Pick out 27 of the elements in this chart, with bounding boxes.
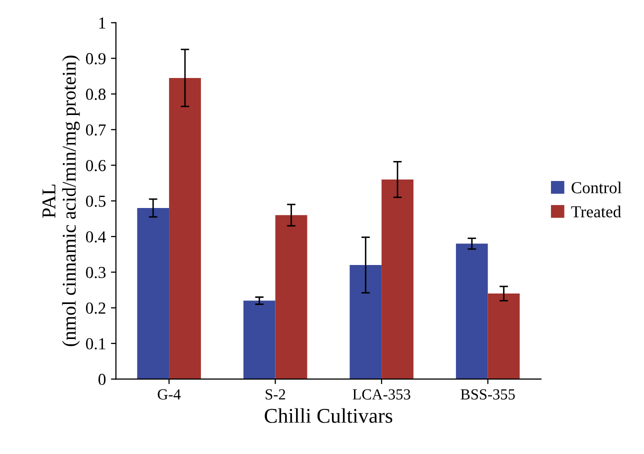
y-tick-label: 0.3: [86, 266, 106, 278]
bar: [350, 265, 382, 380]
y-axis-title: PAL (nmol cinnamic acid/min/mg protein): [42, 56, 80, 346]
x-tick-label: S-2: [266, 389, 286, 400]
y-tick-label: 0.1: [86, 338, 106, 350]
y-tick-label: 0.2: [86, 302, 106, 314]
y-tick-label: 0.6: [86, 160, 106, 172]
y-tick-label: 0.9: [86, 53, 106, 64]
y-tick-label: 0.7: [86, 124, 106, 136]
legend-label: Treated: [571, 206, 622, 218]
bar: [137, 208, 170, 380]
bar: [382, 180, 414, 380]
y-tick-label: 0.5: [86, 196, 106, 207]
x-tick-label: G-4: [158, 389, 181, 400]
x-axis-title: Chilli Cultivars: [264, 408, 392, 423]
bar: [488, 294, 520, 380]
y-tick-label: 0: [98, 374, 106, 386]
bar: [169, 78, 201, 380]
y-tick-label: 0.4: [86, 231, 106, 243]
bar: [456, 244, 488, 380]
bar: [275, 215, 308, 380]
y-tick-label: 0.8: [86, 88, 106, 100]
x-tick-label: LCA-353: [352, 389, 410, 400]
legend-label: Control: [572, 182, 622, 194]
y-tick-label: 1: [99, 17, 106, 28]
bar: [243, 300, 276, 380]
x-tick-label: BSS-355: [460, 389, 515, 400]
